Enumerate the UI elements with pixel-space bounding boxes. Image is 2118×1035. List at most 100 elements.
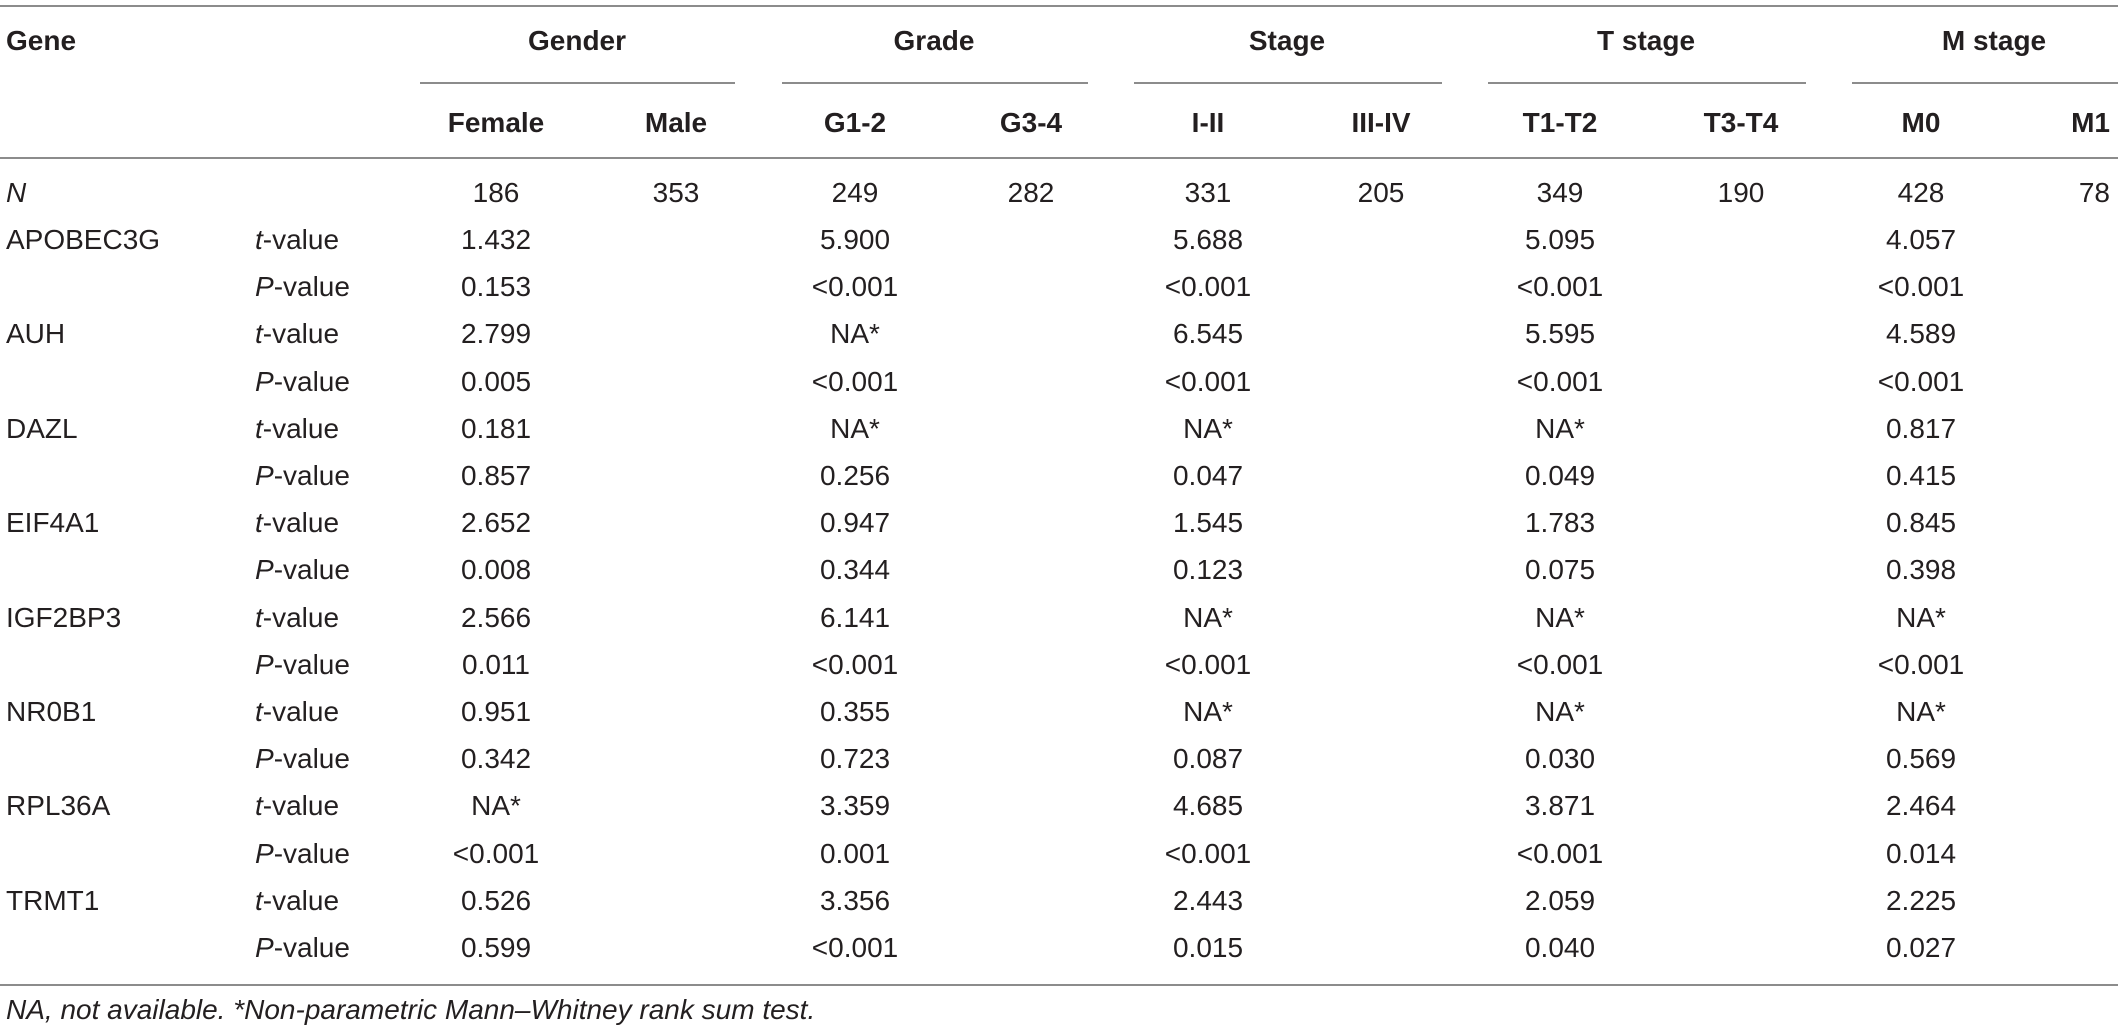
t-value-cell: 3.359	[819, 790, 891, 821]
stat-symbol: t	[255, 413, 263, 444]
p-value-cell: 0.723	[819, 743, 891, 774]
p-value-cell: 0.344	[819, 554, 891, 585]
table-header-rule	[0, 157, 2118, 159]
t-value-label: t-value	[255, 506, 339, 540]
p-value-cell: <0.001	[1877, 366, 1965, 397]
t-value-cell: 2.566	[460, 602, 532, 633]
n-value: 353	[652, 177, 700, 208]
t-value-cell: NA*	[1535, 696, 1585, 727]
n-value: 349	[1536, 177, 1584, 208]
gene-name: TRMT1	[6, 885, 100, 916]
n-value: 282	[1007, 177, 1055, 208]
p-value-cell: 0.030	[1524, 743, 1596, 774]
gene-name: IGF2BP3	[6, 602, 122, 633]
stat-symbol: P	[255, 366, 274, 397]
gene-name: APOBEC3G	[6, 224, 161, 255]
t-value-cell: 0.817	[1885, 413, 1957, 444]
group-header-m-stage: M stage	[1941, 25, 2047, 56]
p-value-cell: <0.001	[1877, 271, 1965, 302]
stat-suffix: -value	[262, 224, 340, 255]
t-value-cell: 4.589	[1885, 318, 1957, 349]
stat-symbol: P	[255, 838, 274, 869]
stat-suffix: -value	[262, 696, 340, 727]
t-value-cell: 1.432	[460, 224, 532, 255]
stat-symbol: t	[255, 318, 263, 349]
p-value-cell: <0.001	[1164, 366, 1252, 397]
t-value-cell: 6.545	[1172, 318, 1244, 349]
subheader-m1: M1	[2071, 107, 2110, 138]
gene-name: AUH	[6, 318, 66, 349]
stat-suffix: -value	[262, 602, 340, 633]
p-value-cell: <0.001	[1516, 271, 1604, 302]
t-value-cell: 5.900	[819, 224, 891, 255]
gene-name: EIF4A1	[6, 507, 100, 538]
t-value-cell: NA*	[1896, 696, 1946, 727]
p-value-cell: 0.599	[460, 932, 532, 963]
group-rule-stage	[1134, 82, 1442, 84]
stat-suffix: -value	[273, 838, 350, 869]
p-value-cell: 0.415	[1885, 460, 1957, 491]
subheader-g1-2: G1-2	[823, 107, 887, 138]
p-value-cell: 0.015	[1172, 932, 1244, 963]
stat-symbol: P	[255, 649, 274, 680]
stat-symbol: t	[255, 790, 263, 821]
t-value-cell: 0.181	[460, 413, 532, 444]
stat-suffix: -value	[273, 271, 350, 302]
p-value-cell: <0.001	[1516, 649, 1604, 680]
t-value-cell: NA*	[471, 790, 521, 821]
p-value-cell: 0.569	[1885, 743, 1957, 774]
t-value-label: t-value	[255, 601, 339, 635]
t-value-label: t-value	[255, 789, 339, 823]
t-value-cell: NA*	[1535, 602, 1585, 633]
t-value-cell: 0.355	[819, 696, 891, 727]
table-bottom-rule	[0, 984, 2118, 986]
subheader-male: Male	[644, 107, 708, 138]
stat-symbol: t	[255, 696, 263, 727]
gene-column-header: Gene	[6, 25, 77, 56]
group-rule-t-stage	[1488, 82, 1806, 84]
t-value-cell: 5.595	[1524, 318, 1596, 349]
p-value-cell: 0.008	[460, 554, 532, 585]
n-value: 428	[1897, 177, 1945, 208]
p-value-cell: <0.001	[1164, 271, 1252, 302]
p-value-cell: 0.040	[1524, 932, 1596, 963]
p-value-label: P-value	[255, 459, 350, 493]
p-value-cell: <0.001	[452, 838, 540, 869]
stat-suffix: -value	[262, 885, 340, 916]
p-value-cell: 0.342	[460, 743, 532, 774]
t-value-cell: 0.526	[460, 885, 532, 916]
t-value-cell: 2.225	[1885, 885, 1957, 916]
stat-symbol: t	[255, 885, 263, 916]
t-value-cell: NA*	[1183, 413, 1233, 444]
subheader-i-ii: I-II	[1191, 107, 1225, 138]
t-value-label: t-value	[255, 223, 339, 257]
stat-suffix: -value	[273, 554, 350, 585]
t-value-cell: 0.947	[819, 507, 891, 538]
t-value-cell: 1.545	[1172, 507, 1244, 538]
p-value-cell: <0.001	[811, 649, 899, 680]
stat-symbol: P	[255, 932, 274, 963]
n-value: 190	[1717, 177, 1765, 208]
stat-symbol: t	[255, 602, 263, 633]
table-top-rule	[0, 5, 2118, 7]
p-value-label: P-value	[255, 931, 350, 965]
p-value-cell: <0.001	[1516, 366, 1604, 397]
group-rule-grade	[782, 82, 1088, 84]
p-value-cell: 0.153	[460, 271, 532, 302]
stat-symbol: P	[255, 743, 274, 774]
t-value-cell: 1.783	[1524, 507, 1596, 538]
group-header-gender: Gender	[527, 25, 627, 56]
p-value-label: P-value	[255, 270, 350, 304]
n-row-label: N	[6, 177, 27, 208]
t-value-label: t-value	[255, 317, 339, 351]
t-value-cell: 3.356	[819, 885, 891, 916]
stat-suffix: -value	[262, 318, 340, 349]
p-value-cell: <0.001	[1164, 838, 1252, 869]
t-value-cell: 2.799	[460, 318, 532, 349]
stat-suffix: -value	[273, 932, 350, 963]
n-value: 78	[2078, 177, 2110, 208]
p-value-cell: 0.857	[460, 460, 532, 491]
t-value-cell: 5.095	[1524, 224, 1596, 255]
table-footnote: NA, not available. *Non-parametric Mann–…	[6, 994, 816, 1025]
